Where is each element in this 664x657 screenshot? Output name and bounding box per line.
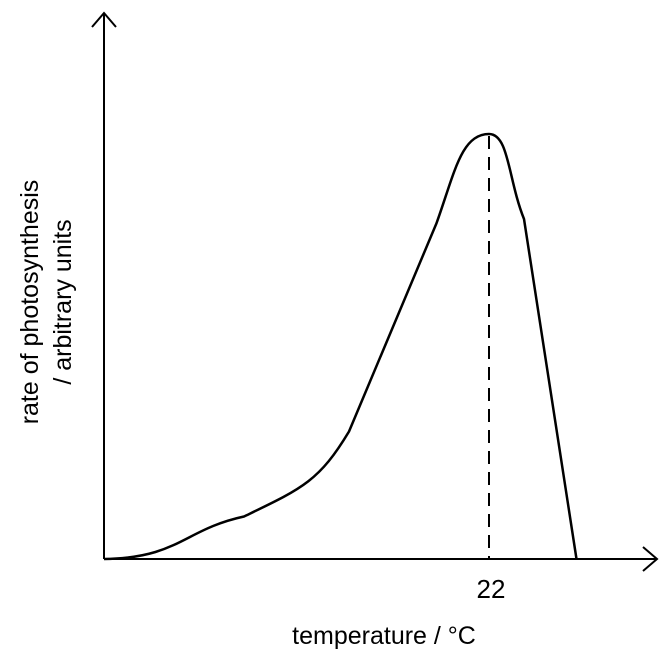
y-axis <box>91 11 117 559</box>
y-axis-arrowhead <box>91 11 117 28</box>
x-axis-arrowhead <box>642 546 659 572</box>
y-axis-label-line-1: rate of photosynthesis <box>16 180 44 425</box>
y-axis-label-group: rate of photosynthesis / arbitrary units <box>16 180 77 425</box>
x-axis-label: temperature / °C <box>292 622 476 650</box>
x-tick-label-22: 22 <box>477 574 506 604</box>
y-axis-label-line-2: / arbitrary units <box>49 219 77 384</box>
rate-curve <box>103 132 578 561</box>
x-axis <box>104 546 659 572</box>
